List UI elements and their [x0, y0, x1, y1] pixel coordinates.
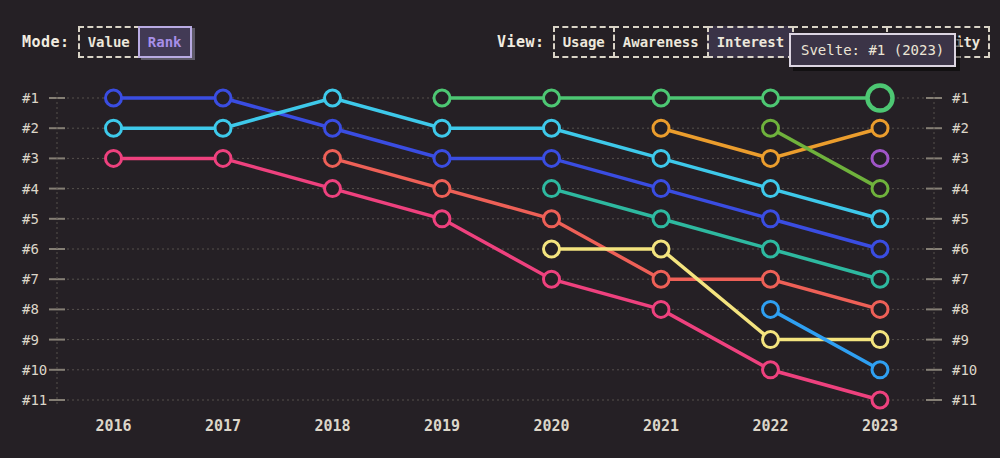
rank-axis-label-left: #6 — [22, 241, 39, 257]
data-point-series-pink[interactable] — [215, 150, 231, 166]
data-point-series-orange[interactable] — [653, 120, 669, 136]
data-point-series-teal[interactable] — [763, 241, 779, 257]
rank-axis-label-left: #7 — [22, 271, 39, 287]
data-point-svelte[interactable] — [763, 90, 779, 106]
data-point-series-cyan[interactable] — [544, 120, 560, 136]
data-point-series-royal-blue[interactable] — [325, 120, 341, 136]
rank-axis-label-left: #5 — [22, 211, 39, 227]
data-point-series-salmon[interactable] — [434, 181, 450, 197]
year-axis-label: 2021 — [643, 417, 679, 435]
data-point-series-pink[interactable] — [872, 392, 888, 408]
hovered-data-point-svelte[interactable] — [868, 86, 893, 111]
data-point-series-orange[interactable] — [763, 150, 779, 166]
data-point-series-royal-blue[interactable] — [106, 90, 122, 106]
rank-axis-label-left: #11 — [22, 392, 47, 408]
data-point-series-lime[interactable] — [872, 181, 888, 197]
data-point-series-yellow[interactable] — [872, 332, 888, 348]
mode-value-button[interactable]: Value — [78, 26, 140, 58]
hover-tooltip: Svelte: #1 (2023) — [789, 33, 956, 67]
data-point-svelte[interactable] — [544, 90, 560, 106]
year-axis-label: 2020 — [533, 417, 569, 435]
rank-axis-label-left: #3 — [22, 150, 39, 166]
rank-axis-label-right: #1 — [952, 90, 969, 106]
year-axis-label: 2019 — [424, 417, 460, 435]
rank-axis-label-right: #8 — [952, 301, 969, 317]
data-point-series-lime[interactable] — [763, 120, 779, 136]
tooltip-text: Svelte: #1 (2023) — [801, 42, 944, 58]
data-point-series-sky-blue[interactable] — [872, 362, 888, 378]
data-point-series-pink[interactable] — [325, 181, 341, 197]
data-point-series-teal[interactable] — [544, 181, 560, 197]
data-point-series-royal-blue[interactable] — [544, 150, 560, 166]
data-point-series-pink[interactable] — [763, 362, 779, 378]
rank-axis-label-right: #6 — [952, 241, 969, 257]
year-axis-label: 2022 — [752, 417, 788, 435]
data-point-series-salmon[interactable] — [653, 271, 669, 287]
data-point-series-cyan[interactable] — [763, 181, 779, 197]
data-point-series-sky-blue[interactable] — [763, 301, 779, 317]
data-point-series-royal-blue[interactable] — [434, 150, 450, 166]
data-point-series-salmon[interactable] — [325, 150, 341, 166]
rank-axis-label-left: #2 — [22, 120, 39, 136]
rank-axis-label-right: #7 — [952, 271, 969, 287]
data-point-series-royal-blue[interactable] — [763, 211, 779, 227]
data-point-series-pink[interactable] — [434, 211, 450, 227]
rank-axis-label-left: #8 — [22, 301, 39, 317]
year-axis-label: 2017 — [205, 417, 241, 435]
data-point-svelte[interactable] — [653, 90, 669, 106]
rank-axis-label-left: #10 — [22, 362, 47, 378]
data-point-svelte[interactable] — [434, 90, 450, 106]
data-point-series-yellow[interactable] — [763, 332, 779, 348]
year-axis-label: 2016 — [95, 417, 131, 435]
data-point-series-cyan[interactable] — [434, 120, 450, 136]
data-point-series-royal-blue[interactable] — [215, 90, 231, 106]
data-point-series-cyan[interactable] — [872, 211, 888, 227]
year-axis-label: 2023 — [862, 417, 898, 435]
view-interest-button[interactable]: Interest — [707, 26, 794, 58]
data-point-series-pink[interactable] — [106, 150, 122, 166]
data-point-series-royal-blue[interactable] — [653, 181, 669, 197]
data-point-series-teal[interactable] — [653, 211, 669, 227]
rank-axis-label-left: #9 — [22, 332, 39, 348]
data-point-series-teal[interactable] — [872, 271, 888, 287]
rank-axis-label-right: #9 — [952, 332, 969, 348]
data-point-series-pink[interactable] — [653, 301, 669, 317]
series-line-series-salmon — [333, 158, 881, 309]
data-point-series-salmon[interactable] — [872, 301, 888, 317]
data-point-series-pink[interactable] — [544, 271, 560, 287]
rank-axis-label-right: #3 — [952, 150, 969, 166]
data-point-series-cyan[interactable] — [106, 120, 122, 136]
data-point-series-purple[interactable] — [872, 150, 888, 166]
rank-axis-label-right: #11 — [952, 392, 977, 408]
data-point-series-salmon[interactable] — [544, 211, 560, 227]
rank-axis-label-right: #2 — [952, 120, 969, 136]
rank-axis-label-left: #1 — [22, 90, 39, 106]
view-usage-button[interactable]: Usage — [553, 26, 615, 58]
mode-label: Mode: — [22, 33, 70, 51]
year-axis-label: 2018 — [314, 417, 350, 435]
rank-axis-label-right: #10 — [952, 362, 977, 378]
mode-control-group: Mode: Value Rank — [22, 26, 192, 58]
rank-axis-label-right: #5 — [952, 211, 969, 227]
data-point-series-salmon[interactable] — [763, 271, 779, 287]
data-point-series-yellow[interactable] — [544, 241, 560, 257]
data-point-series-cyan[interactable] — [653, 150, 669, 166]
mode-rank-button[interactable]: Rank — [138, 26, 192, 58]
data-point-series-cyan[interactable] — [325, 90, 341, 106]
data-point-series-orange[interactable] — [872, 120, 888, 136]
data-point-series-cyan[interactable] — [215, 120, 231, 136]
bump-chart[interactable]: #1 #1 #2 #2 #3 #3 #4 #4 #5 #5 #6 #6 #7 #7 #8 #8 #9 #9 #10 #… — [0, 0, 1000, 458]
rank-axis-label-right: #4 — [952, 181, 969, 197]
view-label: View: — [497, 33, 545, 51]
rank-axis-label-left: #4 — [22, 181, 39, 197]
data-point-series-yellow[interactable] — [653, 241, 669, 257]
data-point-series-royal-blue[interactable] — [872, 241, 888, 257]
view-awareness-button[interactable]: Awareness — [613, 26, 709, 58]
